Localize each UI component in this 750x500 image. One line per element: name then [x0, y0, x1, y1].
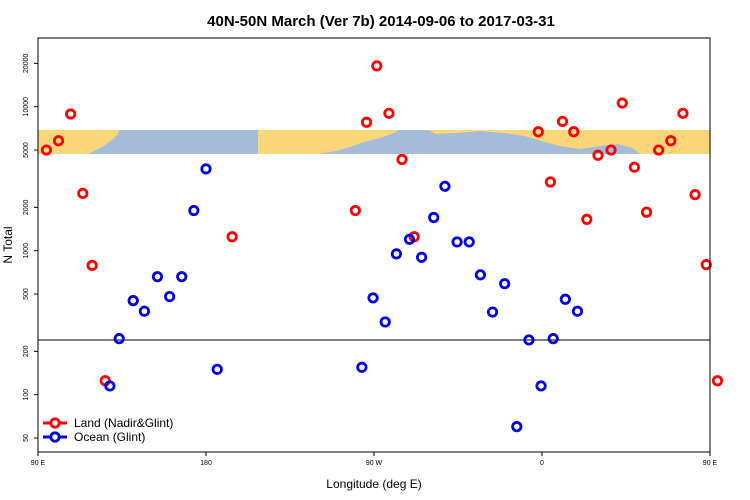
legend-ocean-marker: [49, 431, 61, 443]
map-band-land-1: [258, 130, 398, 154]
data-point-s0-3: [77, 187, 89, 199]
data-point-s1-20: [474, 269, 486, 281]
data-point-s1-14: [403, 233, 416, 245]
data-point-s0-24: [665, 135, 677, 147]
y-tick-label-4: 1000: [23, 243, 30, 259]
data-point-s1-11: [367, 292, 379, 304]
data-point-s0-10: [383, 107, 395, 119]
data-point-s1-0: [104, 380, 116, 392]
data-point-s0-17: [581, 213, 593, 225]
data-point-s0-8: [360, 116, 373, 128]
legend: Land (Nadir&Glint) Ocean (Glint): [43, 416, 173, 444]
data-point-s1-8: [200, 163, 212, 175]
chart-title: 40N-50N March (Ver 7b) 2014-09-06 to 201…: [207, 13, 555, 30]
y-tick-label-0: 50: [23, 434, 30, 442]
data-point-s1-2: [127, 295, 139, 307]
data-point-s0-23: [653, 144, 665, 156]
data-point-s1-25: [535, 380, 547, 392]
data-point-s1-7: [188, 204, 200, 217]
data-points: [40, 60, 724, 433]
data-point-s0-18: [592, 149, 604, 161]
y-tick-label-1: 100: [23, 389, 30, 401]
data-point-s0-16: [568, 126, 580, 138]
y-tick-label-6: 5000: [23, 142, 30, 158]
legend-land-label: Land (Nadir&Glint): [74, 416, 173, 430]
data-point-s0-1: [52, 135, 65, 147]
y-tick-label-5: 2000: [23, 199, 30, 215]
data-point-s0-13: [532, 126, 544, 138]
data-point-s1-10: [356, 361, 368, 373]
legend-ocean-label: Ocean (Glint): [74, 430, 145, 444]
data-point-s0-20: [616, 97, 628, 109]
x-axis-label: Longitude (deg E): [326, 477, 421, 491]
data-point-s1-9: [211, 363, 223, 375]
data-point-s1-6: [176, 271, 188, 283]
data-point-s1-21: [486, 306, 499, 318]
data-point-s0-28: [711, 375, 724, 387]
data-point-s1-22: [499, 278, 511, 290]
y-tick-label-8: 20000: [23, 54, 30, 74]
data-point-s1-16: [428, 211, 440, 224]
data-point-s0-6: [226, 231, 238, 243]
data-point-s1-26: [547, 333, 559, 345]
data-point-s0-4: [86, 259, 98, 272]
data-point-s1-4: [151, 271, 164, 283]
data-point-s0-25: [677, 107, 689, 119]
data-point-s0-22: [640, 206, 653, 218]
data-point-s1-5: [164, 291, 176, 303]
data-point-s1-24: [523, 334, 535, 346]
x-tick-label-2: 90 W: [366, 460, 383, 467]
data-point-s1-23: [511, 421, 523, 433]
legend-land-marker: [49, 417, 61, 429]
data-point-s1-1: [113, 333, 125, 345]
data-point-s1-18: [451, 236, 463, 248]
data-point-s1-3: [138, 305, 150, 317]
y-axis-label: N Total: [1, 226, 15, 263]
x-tick-label-1: 180: [200, 460, 212, 467]
data-point-s0-26: [689, 189, 701, 201]
axis-ticks: 90 E 180 90 W 0 90 E 50 100 200 500 1000 2000 5000 1…: [23, 54, 718, 467]
data-point-s1-15: [415, 251, 428, 263]
data-point-s0-7: [349, 204, 361, 217]
data-point-s0-9: [371, 60, 383, 72]
data-point-s0-0: [40, 144, 53, 156]
data-point-s1-17: [439, 180, 451, 192]
data-point-s0-11: [396, 153, 408, 166]
map-band-land-2: [428, 130, 710, 154]
data-point-s0-19: [605, 144, 617, 156]
y-tick-label-3: 500: [23, 288, 30, 300]
x-tick-label-3: 0: [540, 460, 544, 467]
x-tick-label-0: 90 E: [31, 460, 46, 467]
data-point-s1-19: [463, 236, 475, 248]
map-band: [38, 130, 710, 154]
data-point-s0-14: [544, 176, 557, 188]
data-point-s1-27: [559, 293, 571, 305]
data-point-s0-15: [556, 115, 569, 128]
data-point-s0-21: [628, 161, 641, 173]
data-point-s1-28: [571, 305, 584, 317]
data-point-s1-13: [390, 248, 402, 260]
y-tick-label-2: 200: [23, 345, 30, 357]
plot-frame: [37, 37, 711, 453]
x-tick-label-4: 90 E: [703, 460, 718, 467]
data-point-s1-12: [379, 316, 391, 328]
data-point-s0-2: [65, 108, 77, 120]
y-tick-label-7: 10000: [23, 97, 30, 117]
